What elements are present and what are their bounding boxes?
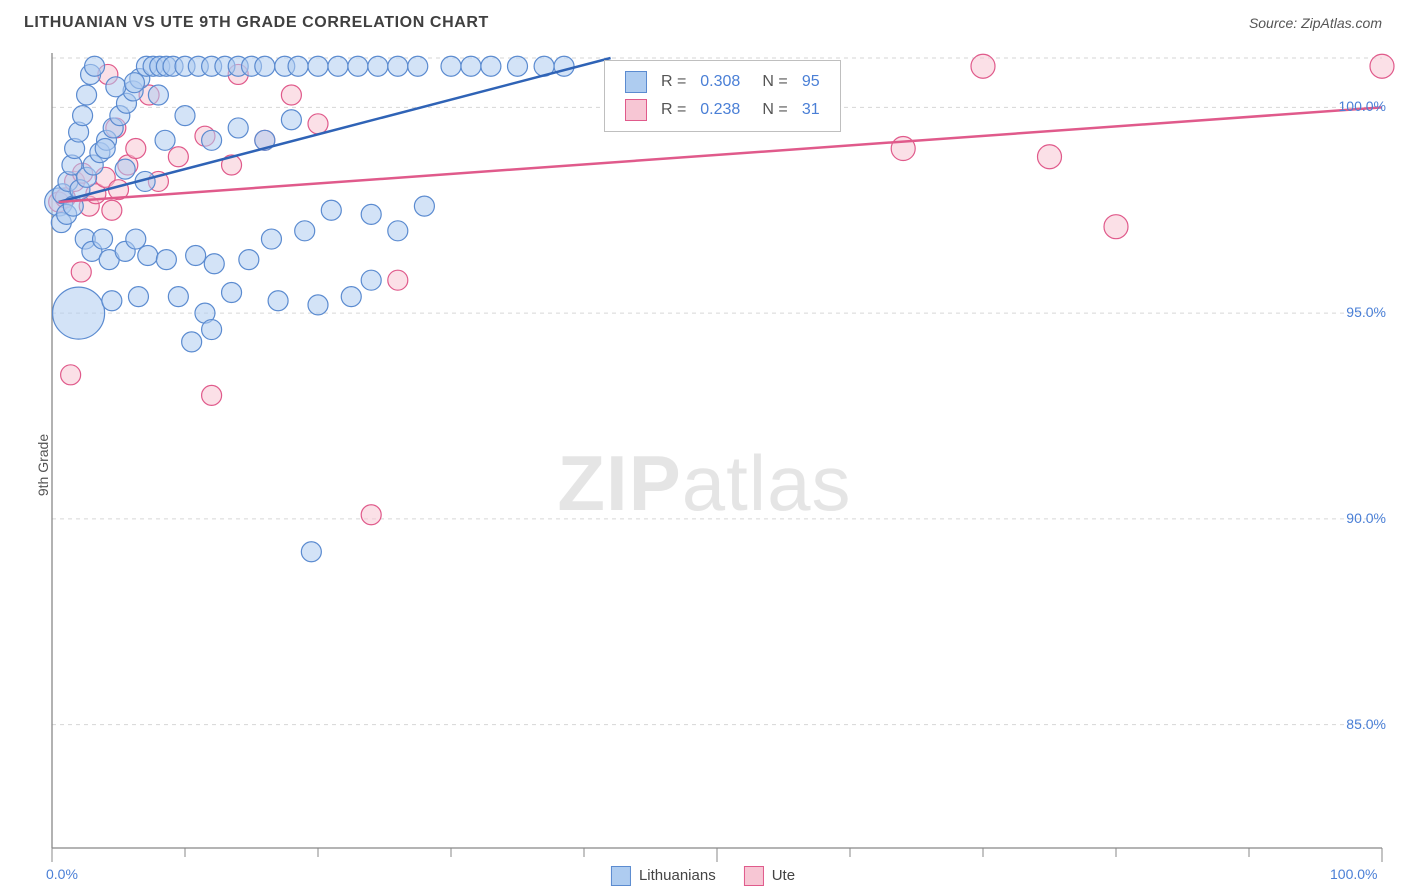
legend-swatch <box>625 99 647 121</box>
legend-item: Lithuanians <box>611 866 716 886</box>
legend-n-label: N = <box>748 69 793 95</box>
chart-container: LITHUANIAN VS UTE 9TH GRADE CORRELATION … <box>0 0 1406 892</box>
legend-swatch <box>744 866 764 886</box>
legend-swatch <box>611 866 631 886</box>
watermark-zip: ZIP <box>557 439 681 527</box>
legend-r-value: 0.238 <box>694 97 746 123</box>
legend-n-value: 31 <box>796 97 826 123</box>
y-tick-label: 90.0% <box>1346 510 1386 526</box>
legend-swatch <box>625 71 647 93</box>
chart-header: LITHUANIAN VS UTE 9TH GRADE CORRELATION … <box>0 0 1406 36</box>
watermark: ZIPatlas <box>557 438 851 529</box>
plot-area: 9th Grade ZIPatlas R =0.308N =95 R =0.238… <box>0 38 1406 892</box>
legend-r-label: R = <box>655 69 692 95</box>
y-tick-label: 100.0% <box>1339 98 1386 114</box>
legend-r-label: R = <box>655 97 692 123</box>
watermark-atlas: atlas <box>682 439 852 527</box>
x-tick-label: 100.0% <box>1330 866 1377 882</box>
legend-r-value: 0.308 <box>694 69 746 95</box>
chart-title: LITHUANIAN VS UTE 9TH GRADE CORRELATION … <box>24 14 489 32</box>
y-axis-label: 9th Grade <box>35 434 51 496</box>
series-legend: Lithuanians Ute <box>611 866 795 886</box>
y-tick-label: 95.0% <box>1346 304 1386 320</box>
x-tick-label: 0.0% <box>46 866 78 882</box>
legend-label: Ute <box>772 867 795 884</box>
y-tick-label: 85.0% <box>1346 716 1386 732</box>
legend-n-value: 95 <box>796 69 826 95</box>
legend-n-label: N = <box>748 97 793 123</box>
legend-item: Ute <box>744 866 795 886</box>
legend-label: Lithuanians <box>639 867 716 884</box>
correlation-legend: R =0.308N =95 R =0.238N =31 <box>604 60 841 132</box>
source-label: Source: ZipAtlas.com <box>1249 15 1382 31</box>
